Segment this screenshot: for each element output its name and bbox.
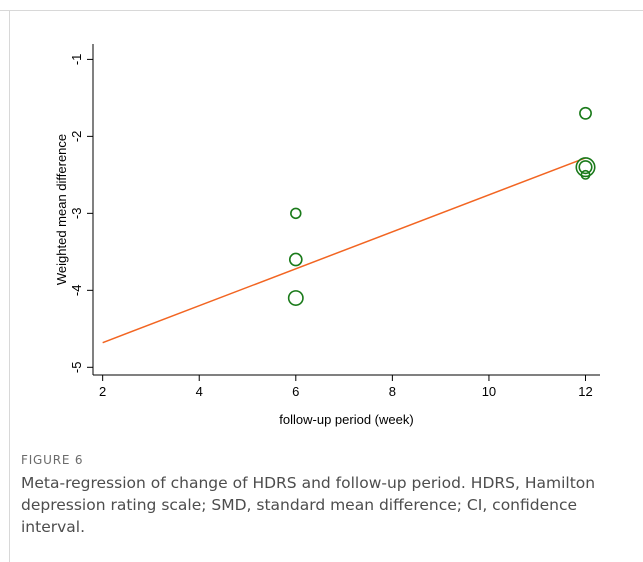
regression-line: [102, 157, 586, 344]
y-tick-label: -4: [69, 285, 84, 297]
y-tick-label: -1: [69, 54, 84, 66]
figure-caption: Meta-regression of change of HDRS and fo…: [21, 474, 596, 536]
y-tick-label: -2: [69, 131, 84, 143]
y-axis-title: Weighted mean difference: [54, 134, 69, 285]
x-tick-label: 8: [389, 384, 396, 399]
frame-left-border: [9, 10, 10, 562]
data-point: [578, 160, 593, 175]
frame-top-border: [0, 10, 643, 11]
figure-label: FIGURE 6: [21, 453, 84, 467]
data-point: [287, 290, 304, 306]
data-point: [579, 106, 592, 120]
data-point: [290, 207, 302, 220]
x-tick-label: 2: [99, 384, 106, 399]
x-tick-label: 4: [196, 384, 203, 399]
x-tick-label: 6: [292, 384, 299, 399]
y-tick-label: -5: [69, 362, 84, 374]
plot-axes: 2 4 6 8 10 12 -1 -2 -3 -4 -5 follow-up period (week…: [54, 44, 600, 427]
data-point: [575, 157, 596, 178]
data-point: [580, 169, 591, 180]
scatter-plot: 2 4 6 8 10 12 -1 -2 -3 -4 -5 follow-up period (week…: [54, 44, 600, 427]
fit-line-group: [102, 157, 586, 344]
x-tick-label: 10: [482, 384, 496, 399]
y-tick-label: -3: [69, 208, 84, 220]
points-group: [287, 106, 596, 306]
x-tick-label: 12: [578, 384, 592, 399]
x-axis-title: follow-up period (week): [279, 412, 413, 427]
data-point: [288, 252, 303, 267]
